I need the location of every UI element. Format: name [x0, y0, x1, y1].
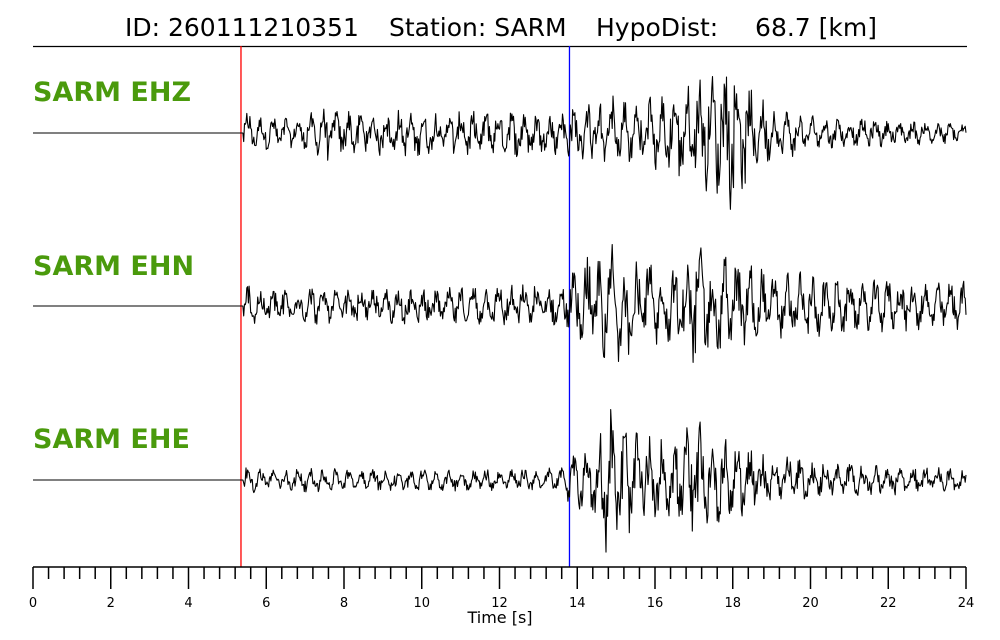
waveform-sarm-ehe — [33, 409, 967, 553]
x-tick-label: 0 — [29, 596, 37, 611]
x-tick-label: 2 — [107, 596, 115, 611]
x-tick-label: 24 — [958, 596, 975, 611]
channel-label-ehn: SARM EHN — [33, 251, 194, 282]
event-id-label: ID: 260111210351 — [125, 13, 359, 42]
hypodist-label: HypoDist: — [596, 13, 718, 42]
waveform-sarm-ehz — [33, 75, 967, 210]
x-tick-label: 16 — [647, 596, 664, 611]
station-label: Station: SARM — [389, 13, 567, 42]
x-tick-label: 22 — [880, 596, 897, 611]
x-tick-label: 8 — [340, 596, 348, 611]
x-tick-label: 18 — [724, 596, 741, 611]
x-axis-label: Time [s] — [466, 608, 532, 627]
x-tick-label: 6 — [262, 596, 270, 611]
x-tick-label: 12 — [491, 596, 508, 611]
waveform-sarm-ehn — [33, 243, 967, 363]
x-tick-label: 10 — [413, 596, 430, 611]
channel-label-ehe: SARM EHE — [33, 424, 190, 455]
time-axis: 0 2 4 6 8 10 12 14 16 18 20 22 24 — [29, 566, 975, 611]
x-tick-label: 20 — [802, 596, 819, 611]
x-tick-label: 4 — [184, 596, 192, 611]
waveform-traces — [33, 75, 967, 553]
channel-label-ehz: SARM EHZ — [33, 77, 191, 108]
x-tick-label: 14 — [569, 596, 586, 611]
hypodist-value: 68.7 [km] — [755, 13, 877, 42]
